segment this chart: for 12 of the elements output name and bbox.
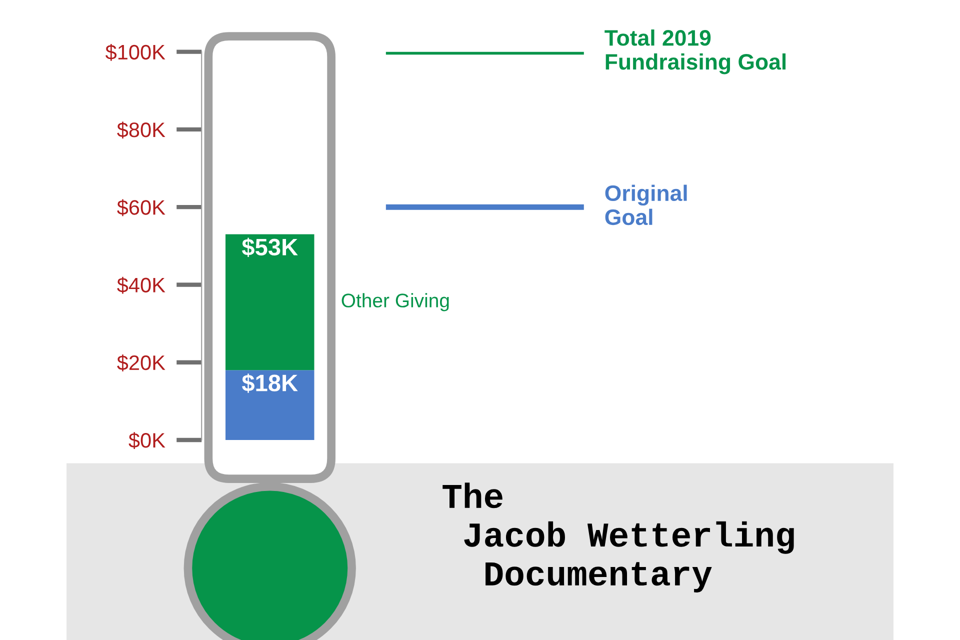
y-tick-label: $100K: [105, 44, 166, 61]
total-label: $53K: [242, 238, 298, 258]
ref-line-label: Total 2019 Fundraising Goal: [604, 29, 786, 74]
y-tick-label: $60K: [117, 199, 166, 216]
ref-line-label: Original Goal: [605, 184, 687, 226]
data-label: $18K: [242, 374, 298, 393]
series-label: Other Giving: [342, 293, 449, 312]
y-tick-label: $20K: [117, 354, 166, 372]
y-tick-label: $40K: [117, 276, 166, 294]
text: The Jacob Wetterling Documentary: [442, 482, 794, 593]
y-tick-label: $80K: [117, 122, 166, 138]
y-tick-label: $0K: [128, 432, 166, 449]
